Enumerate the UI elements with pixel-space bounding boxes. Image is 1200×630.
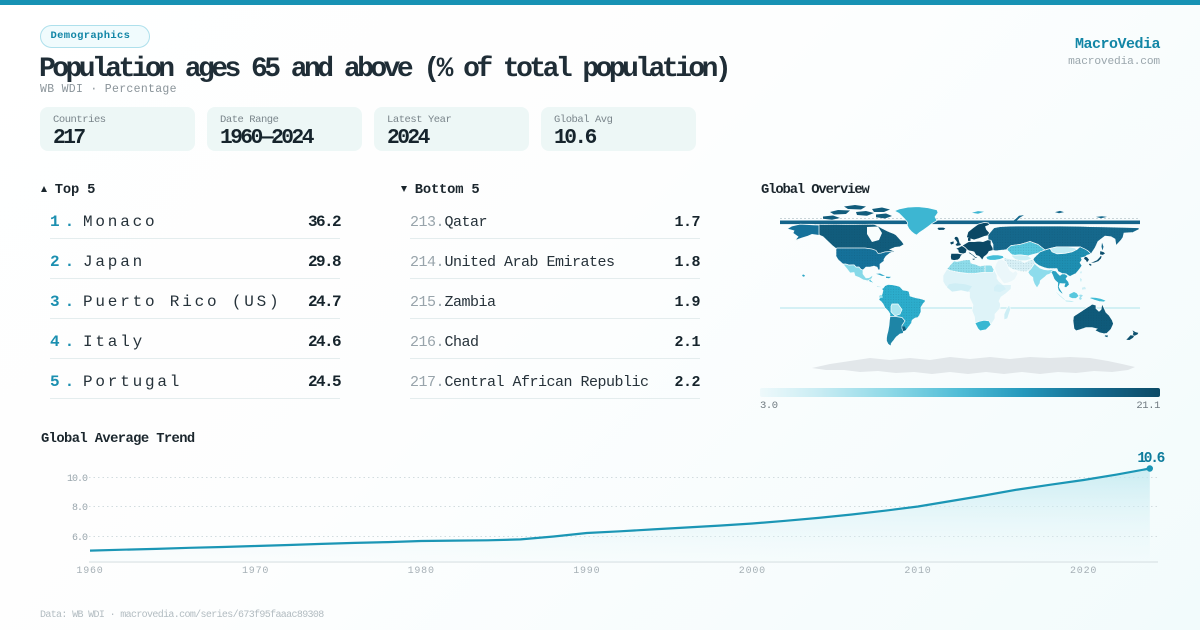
svg-text:2020: 2020: [1070, 566, 1097, 577]
svg-text:1960: 1960: [76, 566, 103, 577]
svg-text:6.0: 6.0: [72, 533, 88, 544]
svg-text:1980: 1980: [408, 566, 435, 577]
svg-text:2000: 2000: [739, 566, 766, 577]
svg-text:1990: 1990: [573, 566, 600, 577]
svg-text:1970: 1970: [242, 566, 269, 577]
svg-text:2010: 2010: [904, 566, 931, 577]
svg-text:8.0: 8.0: [72, 503, 88, 514]
svg-text:10.0: 10.0: [67, 474, 88, 485]
svg-text:10.6: 10.6: [1137, 451, 1164, 467]
